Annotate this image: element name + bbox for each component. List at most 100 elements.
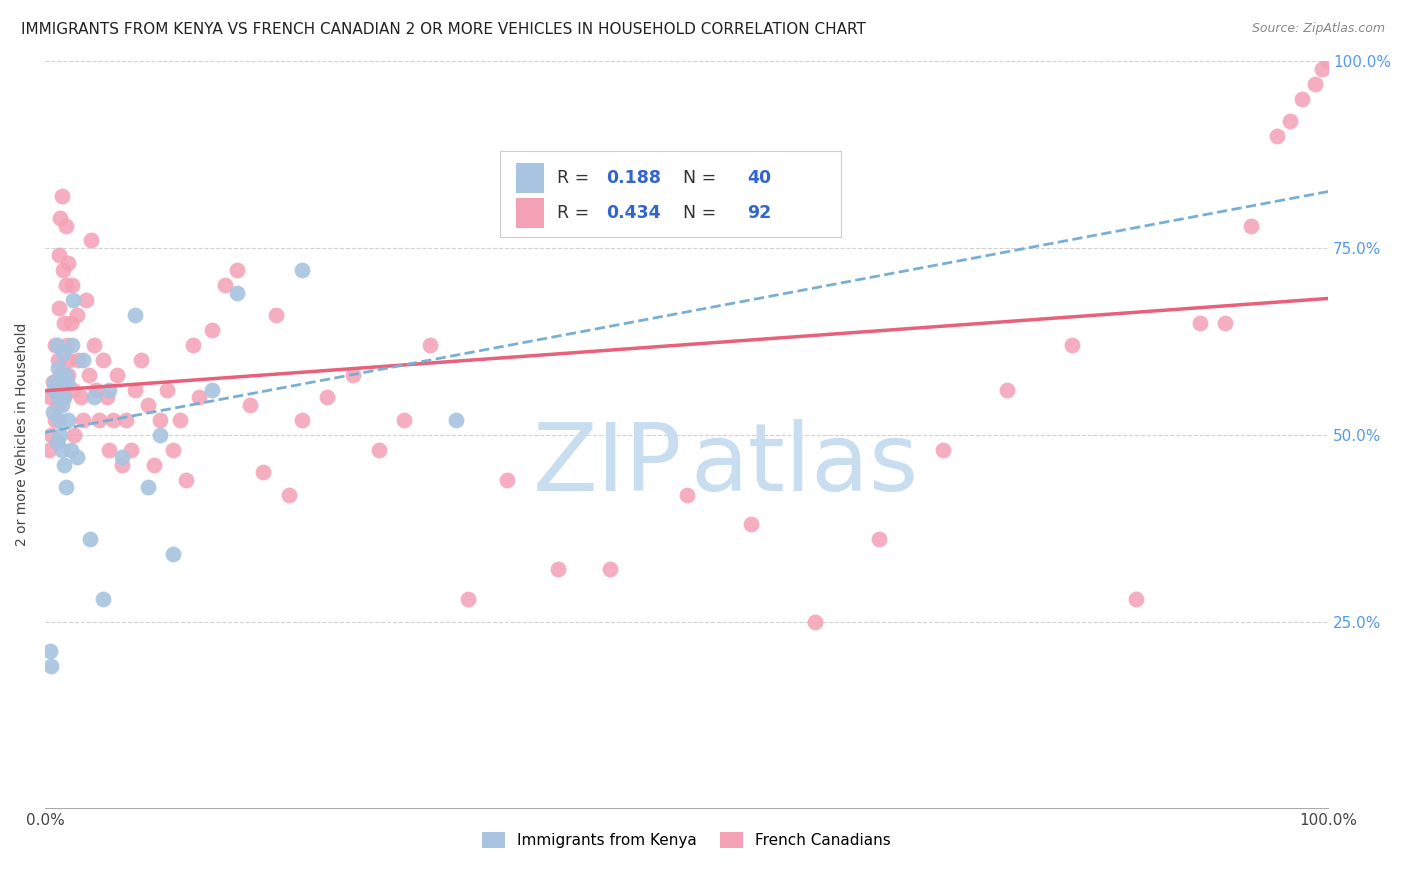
- Point: [156, 383, 179, 397]
- Point: [41, 376, 63, 390]
- Point: [60, 338, 83, 352]
- Point: [181, 338, 204, 352]
- Point: [48, 248, 70, 262]
- Point: [58, 353, 80, 368]
- Point: [91, 353, 114, 368]
- Point: [599, 562, 621, 576]
- Point: [83, 338, 105, 352]
- Point: [496, 473, 519, 487]
- Point: [72, 353, 94, 368]
- Point: [51, 398, 73, 412]
- Point: [51, 442, 73, 457]
- Point: [42, 376, 65, 390]
- Point: [49, 211, 72, 225]
- Point: [55, 278, 77, 293]
- Point: [367, 442, 389, 457]
- Point: [1278, 114, 1301, 128]
- Point: [62, 293, 84, 308]
- Point: [1310, 62, 1333, 76]
- Point: [1188, 316, 1211, 330]
- Text: R =: R =: [557, 169, 595, 186]
- Point: [105, 368, 128, 382]
- Point: [162, 442, 184, 457]
- Point: [1303, 77, 1326, 91]
- Point: [77, 368, 100, 382]
- Point: [62, 383, 84, 397]
- Point: [44, 413, 66, 427]
- Point: [1215, 316, 1237, 330]
- Point: [252, 465, 274, 479]
- Point: [63, 427, 86, 442]
- Point: [46, 398, 69, 412]
- Point: [42, 383, 65, 397]
- Point: [214, 278, 236, 293]
- FancyBboxPatch shape: [516, 198, 544, 227]
- Point: [70, 391, 93, 405]
- Point: [96, 391, 118, 405]
- Point: [547, 562, 569, 576]
- Point: [1317, 54, 1340, 69]
- Point: [457, 592, 479, 607]
- Point: [46, 353, 69, 368]
- Point: [79, 533, 101, 547]
- Point: [124, 383, 146, 397]
- Point: [72, 413, 94, 427]
- Point: [1125, 592, 1147, 607]
- Point: [1240, 219, 1263, 233]
- Point: [59, 442, 82, 457]
- Point: [48, 413, 70, 427]
- Point: [51, 383, 73, 397]
- Point: [44, 338, 66, 352]
- Point: [49, 376, 72, 390]
- Point: [149, 413, 172, 427]
- Text: IMMIGRANTS FROM KENYA VS FRENCH CANADIAN 2 OR MORE VEHICLES IN HOUSEHOLD CORRELA: IMMIGRANTS FROM KENYA VS FRENCH CANADIAN…: [21, 22, 866, 37]
- Point: [41, 405, 63, 419]
- Point: [169, 413, 191, 427]
- Point: [38, 442, 60, 457]
- Point: [143, 458, 166, 472]
- Point: [201, 383, 224, 397]
- Point: [55, 480, 77, 494]
- Point: [46, 360, 69, 375]
- Point: [44, 383, 66, 397]
- Point: [291, 263, 314, 277]
- Point: [41, 659, 63, 673]
- Point: [264, 308, 287, 322]
- Point: [59, 316, 82, 330]
- Point: [66, 308, 89, 322]
- Point: [53, 391, 76, 405]
- Point: [129, 353, 152, 368]
- FancyBboxPatch shape: [501, 151, 841, 236]
- Point: [995, 383, 1018, 397]
- Point: [56, 376, 79, 390]
- Point: [55, 368, 77, 382]
- Point: [111, 458, 134, 472]
- Point: [124, 308, 146, 322]
- Y-axis label: 2 or more Vehicles in Household: 2 or more Vehicles in Household: [15, 323, 30, 547]
- Point: [39, 644, 62, 658]
- Text: 92: 92: [747, 204, 770, 222]
- Text: 0.188: 0.188: [606, 169, 661, 186]
- Point: [1291, 91, 1313, 105]
- Point: [162, 547, 184, 561]
- Point: [53, 458, 76, 472]
- Point: [136, 398, 159, 412]
- Point: [675, 487, 697, 501]
- Point: [75, 293, 97, 308]
- Point: [1265, 128, 1288, 143]
- Point: [98, 383, 121, 397]
- Point: [226, 285, 249, 300]
- FancyBboxPatch shape: [516, 162, 544, 193]
- Point: [49, 427, 72, 442]
- Point: [91, 592, 114, 607]
- Point: [53, 391, 76, 405]
- Point: [56, 338, 79, 352]
- Point: [41, 427, 63, 442]
- Point: [83, 391, 105, 405]
- Point: [149, 427, 172, 442]
- Point: [52, 263, 75, 277]
- Point: [342, 368, 364, 382]
- Point: [114, 413, 136, 427]
- Point: [111, 450, 134, 465]
- Point: [394, 413, 416, 427]
